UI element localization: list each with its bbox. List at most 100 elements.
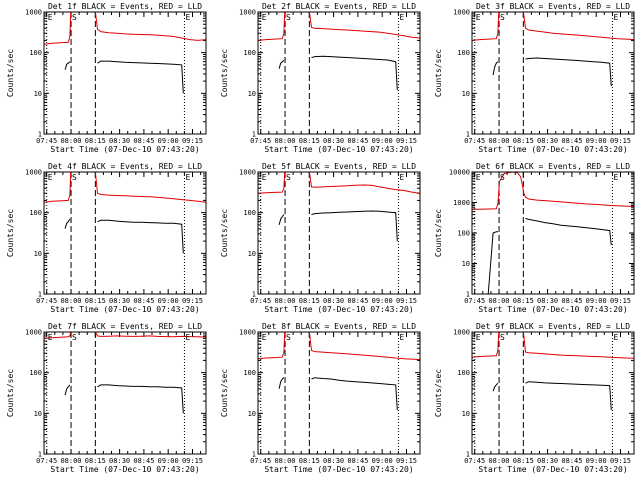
events-series-line [278, 214, 285, 226]
y-tick-label: 100 [29, 209, 42, 217]
plot-frame [471, 331, 635, 455]
y-tick-label: 10 [462, 90, 470, 98]
panel-det-7f: Det 7f BLACK = Events, RED = LLD Counts/s… [6, 322, 207, 474]
x-tick-label: 08:45 [133, 457, 154, 465]
y-tick-label: 1 [38, 131, 42, 139]
y-axis-title: Counts/sec [6, 369, 15, 417]
x-axis-title: Start Time (07-Dec-10 07:43:20) [50, 305, 199, 314]
y-tick-label: 1 [252, 451, 256, 459]
x-tick-label: 09:00 [158, 297, 179, 305]
y-tick-label: 1000 [453, 199, 470, 207]
y-axis-title: Counts/sec [220, 369, 229, 417]
lld-series-line [308, 11, 421, 39]
y-tick-label: 100 [243, 209, 256, 217]
plot-frame [257, 11, 421, 135]
x-tick-label: 08:30 [323, 457, 344, 465]
lld-series-line [522, 11, 635, 41]
x-axis-title: Start Time (07-Dec-10 07:43:20) [264, 465, 413, 474]
y-tick-label: 1 [252, 131, 256, 139]
x-tick-label: 09:15 [396, 137, 417, 145]
events-series-line [311, 210, 398, 242]
y-tick-label: 100 [457, 230, 470, 238]
events-series-line [64, 384, 71, 396]
x-tick-label: 08:30 [109, 457, 130, 465]
flag-e-label: E [48, 13, 53, 22]
flag-e-label: E [613, 173, 618, 182]
x-tick-label: 07:45 [250, 457, 271, 465]
x-tick-label: 09:15 [396, 297, 417, 305]
plot-frame [43, 331, 207, 455]
x-tick-label: 09:00 [158, 457, 179, 465]
x-tick-label: 09:00 [586, 297, 607, 305]
y-tick-label: 1 [466, 131, 470, 139]
panel-det-4f: Det 4f BLACK = Events, RED = LLD Counts/s… [6, 162, 207, 314]
lld-series-line [94, 171, 207, 203]
y-tick-label: 1000 [239, 9, 256, 17]
x-tick-label: 07:45 [464, 137, 485, 145]
x-tick-label: 09:15 [182, 457, 203, 465]
panel-det-9f: Det 9f BLACK = Events, RED = LLD Counts/s… [434, 322, 635, 474]
flag-s-label: S [72, 173, 77, 182]
x-axis-title: Start Time (07-Dec-10 07:43:20) [50, 465, 199, 474]
x-tick-label: 08:00 [274, 457, 295, 465]
flag-e-label: E [399, 333, 404, 342]
events-series-line [525, 381, 612, 411]
x-tick-label: 08:45 [347, 457, 368, 465]
panel-title: Det 6f BLACK = Events, RED = LLD [476, 162, 630, 171]
flag-e-label: E [476, 13, 481, 22]
x-tick-label: 08:15 [513, 457, 534, 465]
x-axis-title: Start Time (07-Dec-10 07:43:20) [264, 305, 413, 314]
panel-title: Det 8f BLACK = Events, RED = LLD [262, 322, 416, 331]
x-tick-label: 08:30 [109, 297, 130, 305]
x-tick-label: 08:30 [323, 137, 344, 145]
y-tick-label: 10 [34, 90, 42, 98]
events-series-line [525, 57, 612, 87]
y-tick-label: 100 [457, 49, 470, 57]
y-tick-label: 1 [466, 451, 470, 459]
x-tick-label: 08:45 [347, 137, 368, 145]
panel-det-2f: Det 2f BLACK = Events, RED = LLD Counts/s… [220, 2, 421, 154]
x-tick-label: 09:15 [610, 137, 631, 145]
y-tick-label: 100 [29, 369, 42, 377]
y-tick-label: 10 [462, 410, 470, 418]
x-tick-label: 08:30 [537, 137, 558, 145]
y-tick-label: 1 [466, 291, 470, 299]
x-tick-label: 07:45 [36, 457, 57, 465]
panel-title: Det 9f BLACK = Events, RED = LLD [476, 322, 630, 331]
flag-e-label: E [185, 333, 190, 342]
y-tick-label: 1000 [25, 9, 42, 17]
x-tick-label: 09:00 [586, 137, 607, 145]
flag-e-label: E [476, 173, 481, 182]
events-series-line [492, 61, 499, 76]
plot-frame [257, 331, 421, 455]
panel-det-3f: Det 3f BLACK = Events, RED = LLD Counts/s… [434, 2, 635, 154]
x-tick-label: 08:00 [488, 457, 509, 465]
x-tick-label: 08:45 [347, 297, 368, 305]
flag-s-label: S [286, 173, 291, 182]
x-tick-label: 08:00 [60, 457, 81, 465]
x-tick-label: 09:00 [372, 137, 393, 145]
flag-e-label: E [262, 13, 267, 22]
x-tick-label: 08:30 [537, 297, 558, 305]
panel-title: Det 3f BLACK = Events, RED = LLD [476, 2, 630, 11]
flag-s-label: S [286, 333, 291, 342]
x-tick-label: 09:15 [182, 137, 203, 145]
y-tick-label: 1 [252, 291, 256, 299]
y-tick-label: 10 [248, 410, 256, 418]
y-axis-title: Counts/sec [434, 49, 443, 97]
plot-frame [43, 11, 207, 135]
x-tick-label: 08:30 [109, 137, 130, 145]
x-axis-title: Start Time (07-Dec-10 07:43:20) [264, 145, 413, 154]
panel-title: Det 2f BLACK = Events, RED = LLD [262, 2, 416, 11]
y-tick-label: 10000 [449, 169, 470, 177]
plot-frame [471, 171, 635, 295]
flag-e-label: E [476, 333, 481, 342]
events-series-line [472, 231, 498, 295]
y-axis-title: Counts/sec [434, 369, 443, 417]
y-tick-label: 100 [243, 49, 256, 57]
y-tick-label: 1 [38, 291, 42, 299]
lld-series-line [94, 11, 207, 41]
x-tick-label: 08:00 [274, 137, 295, 145]
y-axis-title: Counts/sec [434, 209, 443, 257]
events-series-line [97, 384, 184, 414]
